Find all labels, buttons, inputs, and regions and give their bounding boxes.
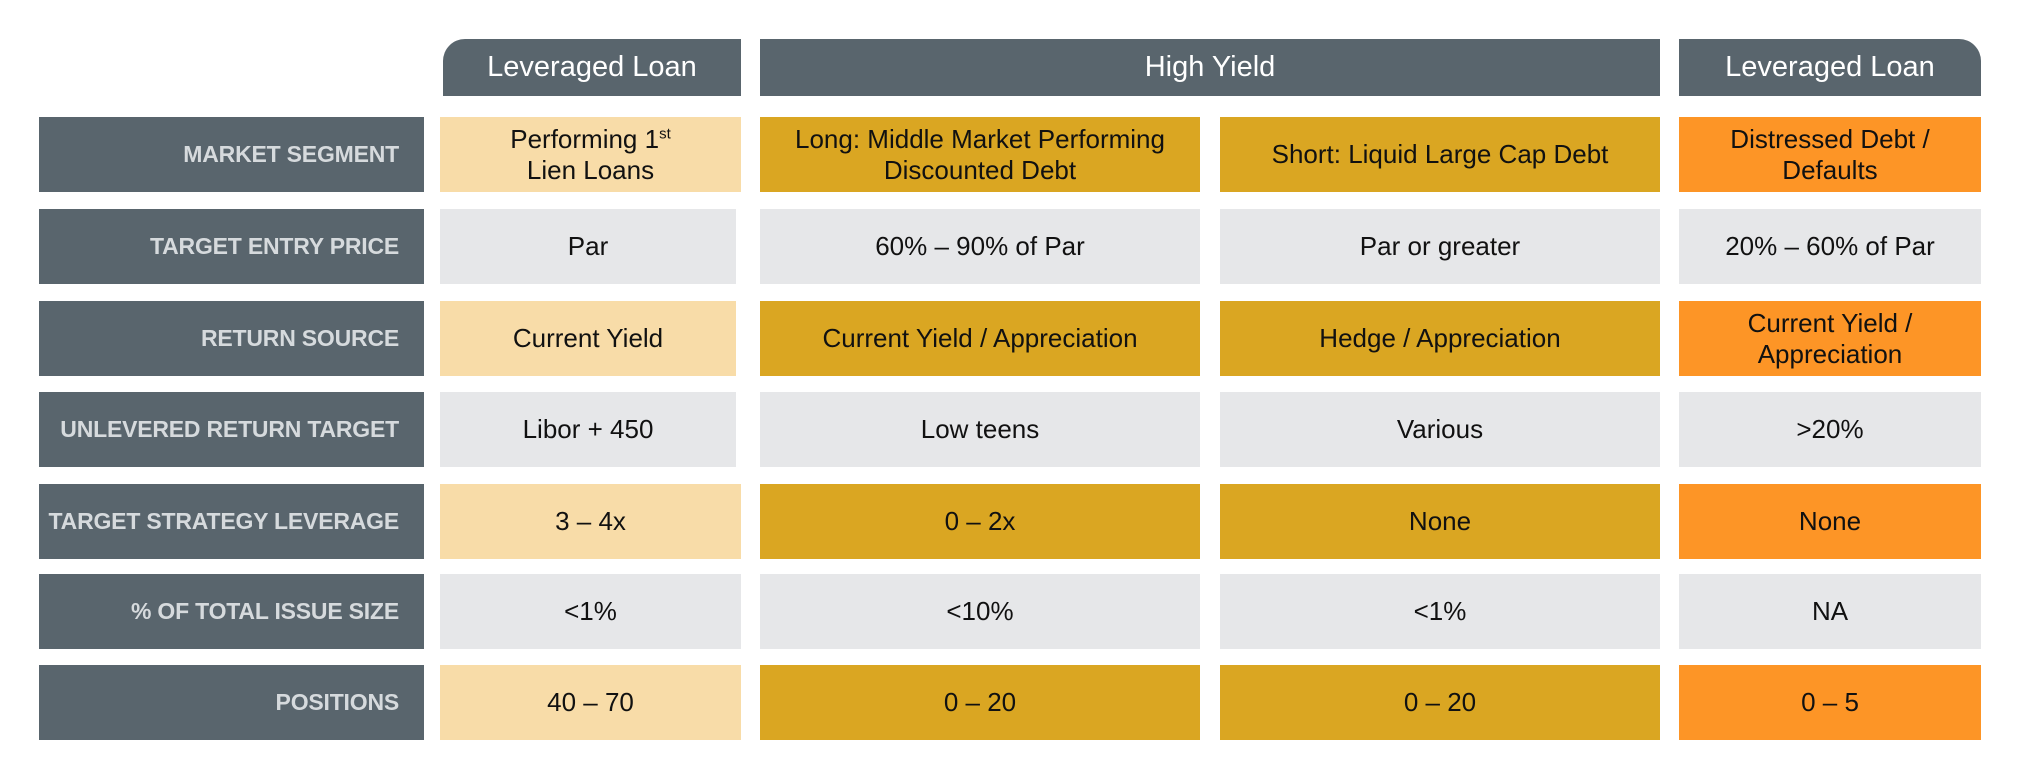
cell-return-source-c3: Hedge / Appreciation: [1220, 301, 1660, 376]
row-label-target-strategy-leverage: TARGET STRATEGY LEVERAGE: [39, 484, 424, 559]
cell-pct-total-issue-size-c3: <1%: [1220, 574, 1660, 649]
cell-market-segment-c2: Long: Middle Market Performing Discounte…: [760, 117, 1200, 192]
cell-positions-c3: 0 – 20: [1220, 665, 1660, 740]
cell-return-source-c4: Current Yield / Appreciation: [1679, 301, 1981, 376]
cell-target-strategy-leverage-c2: 0 – 2x: [760, 484, 1200, 559]
cell-target-entry-price-c4: 20% – 60% of Par: [1679, 209, 1981, 284]
cell-unlevered-return-target-c2: Low teens: [760, 392, 1200, 467]
row-label-target-entry-price: TARGET ENTRY PRICE: [39, 209, 424, 284]
row-label-market-segment: MARKET SEGMENT: [39, 117, 424, 192]
row-label-return-source: RETURN SOURCE: [39, 301, 424, 376]
row-label-pct-total-issue-size: % OF TOTAL ISSUE SIZE: [39, 574, 424, 649]
cell-positions-c2: 0 – 20: [760, 665, 1200, 740]
cell-target-strategy-leverage-c1: 3 – 4x: [440, 484, 741, 559]
row-label-unlevered-return-target: UNLEVERED RETURN TARGET: [39, 392, 424, 467]
cell-target-entry-price-c1: Par: [440, 209, 736, 284]
cell-positions-c4: 0 – 5: [1679, 665, 1981, 740]
row-label-positions: POSITIONS: [39, 665, 424, 740]
cell-unlevered-return-target-c3: Various: [1220, 392, 1660, 467]
cell-return-source-c1: Current Yield: [440, 301, 736, 376]
cell-market-segment-c3: Short: Liquid Large Cap Debt: [1220, 117, 1660, 192]
cell-market-segment-c1: Performing 1st Lien Loans: [440, 117, 741, 192]
cell-pct-total-issue-size-c2: <10%: [760, 574, 1200, 649]
cell-return-source-c2: Current Yield / Appreciation: [760, 301, 1200, 376]
cell-target-strategy-leverage-c3: None: [1220, 484, 1660, 559]
cell-pct-total-issue-size-c1: <1%: [440, 574, 741, 649]
cell-target-entry-price-c3: Par or greater: [1220, 209, 1660, 284]
cell-target-strategy-leverage-c4: None: [1679, 484, 1981, 559]
header-high-yield: High Yield: [760, 39, 1660, 96]
cell-pct-total-issue-size-c4: NA: [1679, 574, 1981, 649]
cell-unlevered-return-target-c1: Libor + 450: [440, 392, 736, 467]
cell-market-segment-c1-sup: st: [659, 125, 671, 143]
cell-market-segment-c1-line1: Performing 1: [510, 123, 660, 154]
cell-market-segment-c1-line2: Lien Loans: [526, 154, 655, 185]
cell-target-entry-price-c2: 60% – 90% of Par: [760, 209, 1200, 284]
header-leveraged-loan-right: Leveraged Loan: [1679, 39, 1981, 96]
cell-unlevered-return-target-c4: >20%: [1679, 392, 1981, 467]
cell-market-segment-c4: Distressed Debt / Defaults: [1679, 117, 1981, 192]
cell-positions-c1: 40 – 70: [440, 665, 741, 740]
header-leveraged-loan-left: Leveraged Loan: [443, 39, 741, 96]
